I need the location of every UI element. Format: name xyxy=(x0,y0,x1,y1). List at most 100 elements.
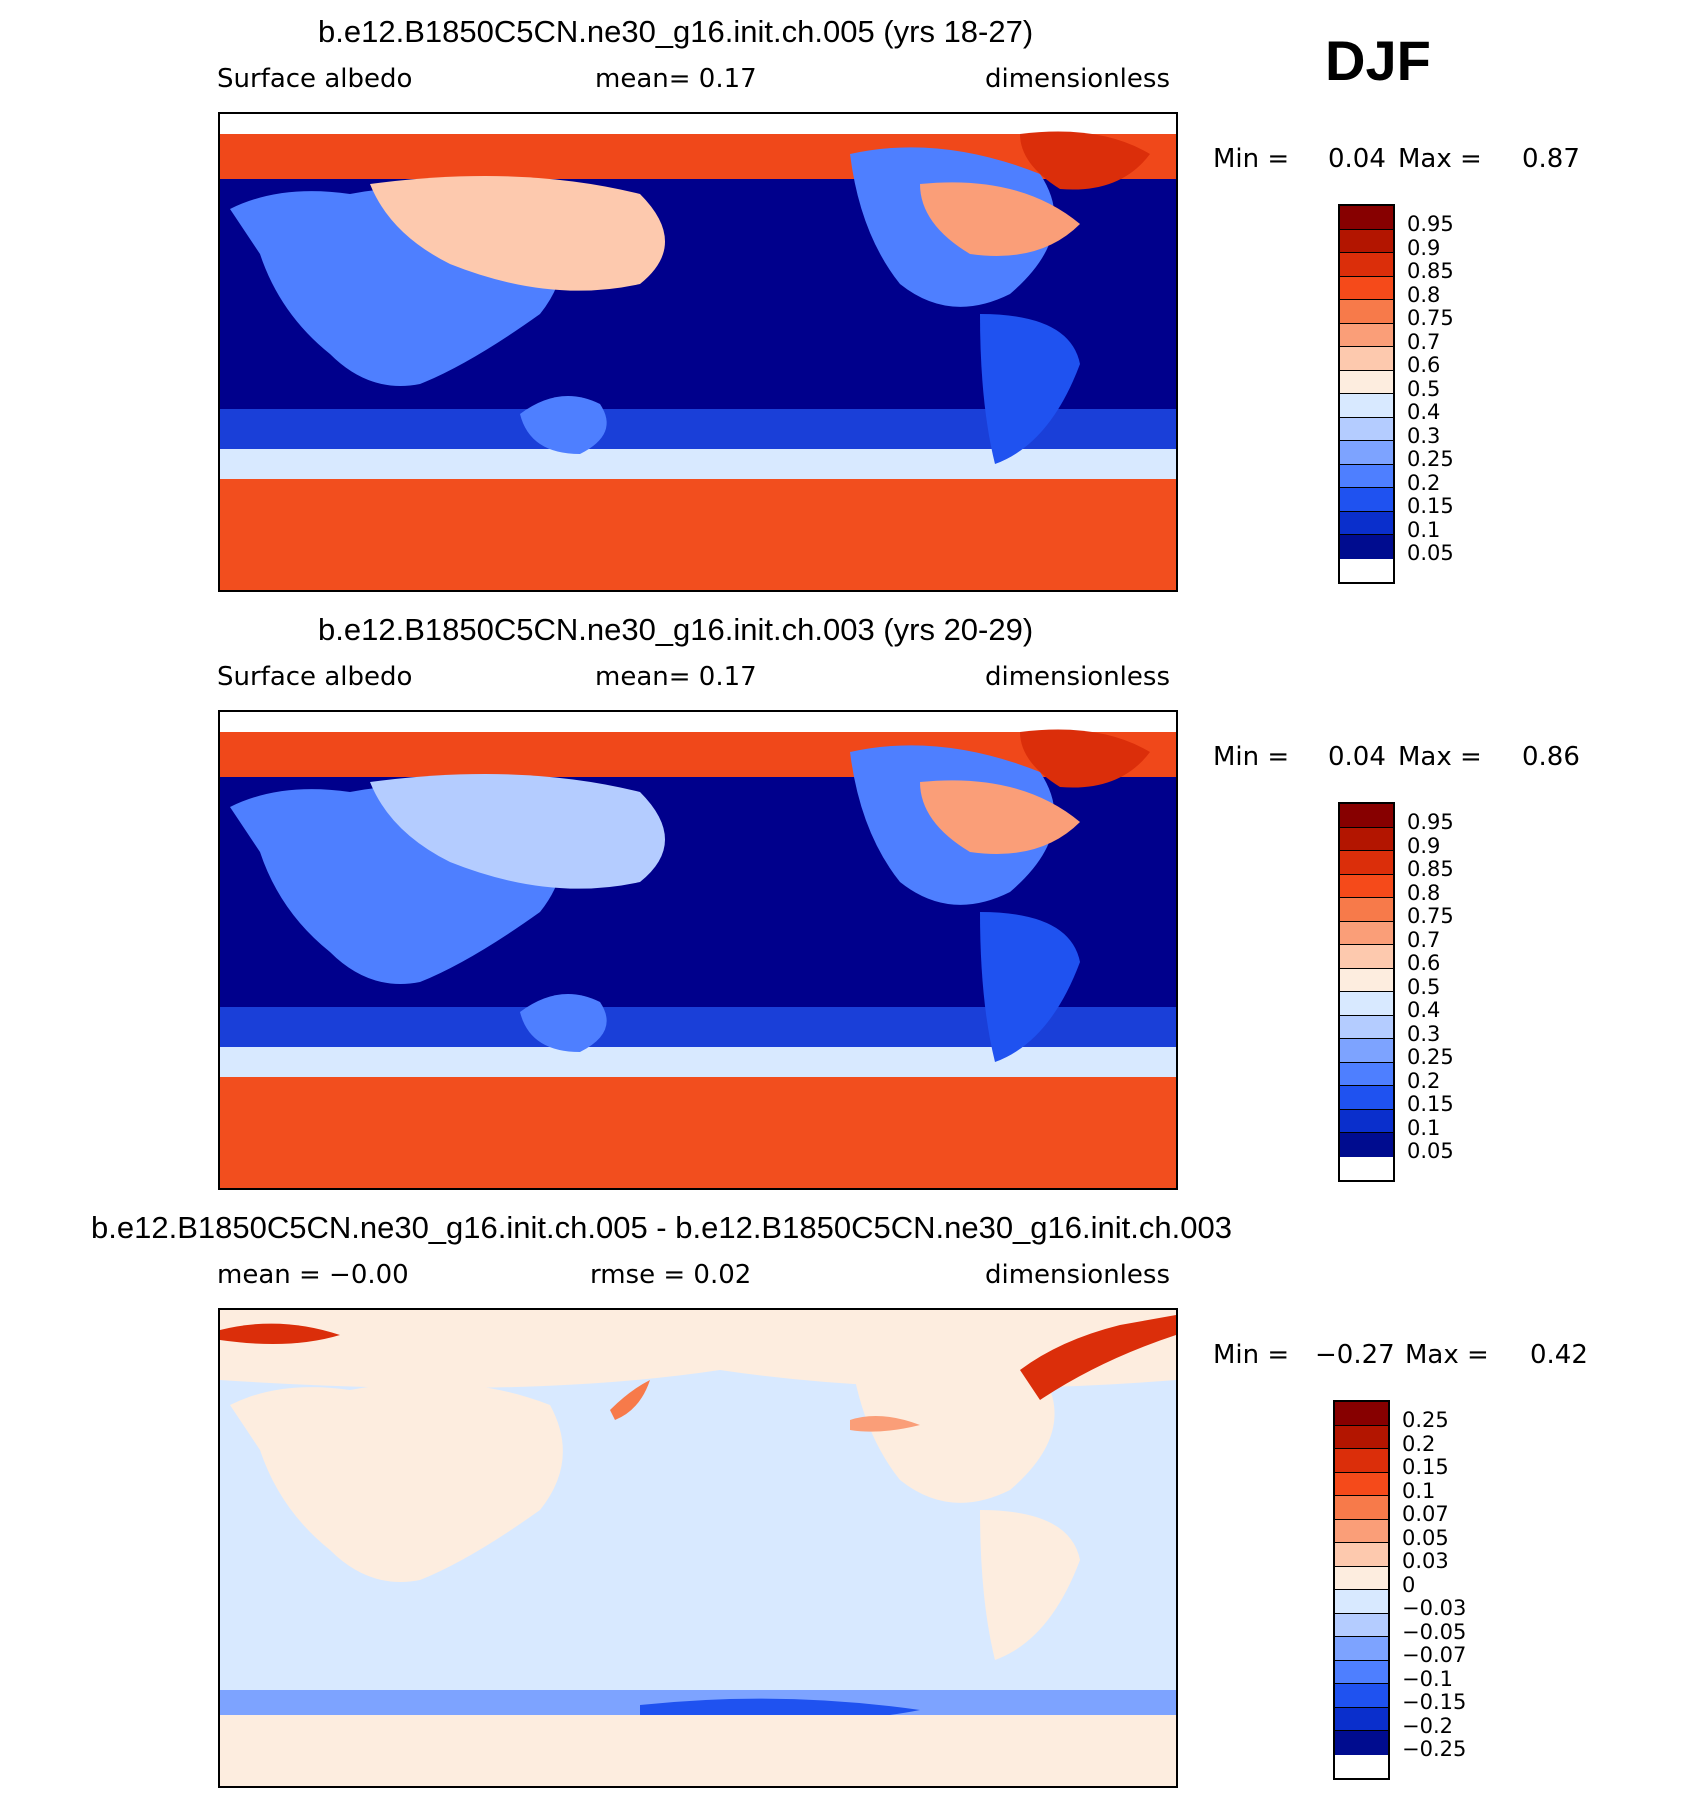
colorbar-tick-label: 0.05 xyxy=(1407,1139,1454,1163)
colorbar-tick-label: 0.4 xyxy=(1407,400,1441,424)
colorbar-tick-label: 0.7 xyxy=(1407,329,1441,354)
colorbar-tick-label: 0.75 xyxy=(1407,306,1454,330)
colorbar-segment xyxy=(1335,1425,1388,1449)
colorbar-tick-label: 0.8 xyxy=(1407,880,1441,905)
colorbar-segment xyxy=(1340,945,1393,969)
panel2-map-svg xyxy=(220,712,1176,1188)
colorbar-tick-label: 0.6 xyxy=(1407,353,1441,377)
colorbar-tick-label: 0.9 xyxy=(1407,833,1441,858)
colorbar-segment xyxy=(1340,851,1393,875)
panel2-units-label: dimensionless xyxy=(985,662,1170,692)
panel2-map xyxy=(218,710,1178,1190)
colorbar-tick-label: 0.05 xyxy=(1407,541,1454,565)
colorbar-segment xyxy=(1340,488,1393,512)
panel3-max-label: Max = xyxy=(1405,1340,1489,1370)
panel1-variable-label: Surface albedo xyxy=(217,64,413,94)
colorbar-tick-label: 0.85 xyxy=(1407,259,1454,283)
panel2-mean-label: mean= 0.17 xyxy=(595,662,757,692)
colorbar-segment xyxy=(1340,229,1393,253)
colorbar-tick-label: 0.7 xyxy=(1407,927,1441,952)
panel3-colorbar xyxy=(1333,1400,1390,1780)
panel1-max-value: 0.87 xyxy=(1522,144,1580,174)
panel2-max-value: 0.86 xyxy=(1522,742,1580,772)
colorbar-tick-label: 0 xyxy=(1402,1572,1416,1597)
colorbar-tick-label: −0.07 xyxy=(1402,1643,1467,1667)
colorbar-segment xyxy=(1340,441,1393,465)
colorbar-segment xyxy=(1335,1543,1388,1567)
colorbar-segment xyxy=(1340,874,1393,898)
colorbar-segment xyxy=(1335,1707,1388,1731)
colorbar-tick-label: 0.5 xyxy=(1407,974,1441,999)
colorbar-tick-label: 0.6 xyxy=(1407,951,1441,975)
colorbar-segment xyxy=(1335,1472,1388,1496)
panel3-min-value: −0.27 xyxy=(1315,1340,1395,1370)
colorbar-segment xyxy=(1340,804,1393,828)
colorbar-tick-label: 0.25 xyxy=(1407,1045,1454,1069)
colorbar-segment xyxy=(1335,1449,1388,1473)
panel3-rmse-label: rmse = 0.02 xyxy=(590,1260,752,1290)
colorbar-tick-label: −0.03 xyxy=(1402,1596,1467,1620)
panel1-map xyxy=(218,112,1178,592)
colorbar-segment xyxy=(1340,1015,1393,1039)
panel3-max-value: 0.42 xyxy=(1530,1340,1588,1370)
colorbar-segment xyxy=(1340,300,1393,324)
panel1-min-value: 0.04 xyxy=(1328,144,1386,174)
panel3-south-america-land xyxy=(980,1510,1080,1660)
colorbar-segment xyxy=(1340,323,1393,347)
colorbar-segment xyxy=(1340,394,1393,418)
colorbar-segment xyxy=(1340,417,1393,441)
colorbar-tick-label: 0.4 xyxy=(1407,998,1441,1022)
colorbar-segment xyxy=(1335,1402,1388,1426)
colorbar-tick-label: −0.25 xyxy=(1402,1737,1467,1761)
colorbar-segment xyxy=(1335,1660,1388,1684)
colorbar-segment xyxy=(1335,1731,1388,1755)
panel1-min-label: Min = xyxy=(1213,144,1290,174)
colorbar-segment xyxy=(1340,921,1393,945)
colorbar-segment xyxy=(1340,347,1393,371)
colorbar-segment xyxy=(1340,206,1393,230)
colorbar-tick-label: 0.15 xyxy=(1402,1455,1449,1479)
colorbar-tick-label: 0.2 xyxy=(1407,1068,1441,1093)
colorbar-tick-label: −0.15 xyxy=(1402,1690,1467,1714)
panel3-map xyxy=(218,1308,1178,1788)
panel1-title: b.e12.B1850C5CN.ne30_g16.init.ch.005 (yr… xyxy=(318,14,1034,49)
panel3-north-america-land xyxy=(850,1343,1055,1503)
colorbar-tick-label: −0.05 xyxy=(1402,1619,1467,1644)
colorbar-tick-label: 0.1 xyxy=(1407,1115,1441,1140)
colorbar-tick-label: 0.25 xyxy=(1407,447,1454,471)
panel1-map-svg xyxy=(220,114,1176,590)
colorbar-segment xyxy=(1340,1062,1393,1086)
colorbar-segment xyxy=(1340,968,1393,992)
colorbar-tick-label: 0.07 xyxy=(1402,1502,1449,1526)
colorbar-segment xyxy=(1335,1613,1388,1637)
colorbar-segment xyxy=(1335,1637,1388,1661)
colorbar-segment xyxy=(1340,1109,1393,1133)
colorbar-tick-label: 0.9 xyxy=(1407,235,1441,260)
colorbar-tick-label: 0.2 xyxy=(1407,470,1441,495)
colorbar-segment xyxy=(1340,1039,1393,1063)
colorbar-segment xyxy=(1335,1496,1388,1520)
panel2-south-america-land xyxy=(980,912,1080,1062)
colorbar-segment xyxy=(1340,898,1393,922)
season-label: DJF xyxy=(1325,29,1431,92)
panel1-colorbar xyxy=(1338,204,1395,584)
panel3-map-svg xyxy=(220,1310,1176,1786)
panel2-max-label: Max = xyxy=(1398,742,1482,772)
colorbar-tick-label: −0.2 xyxy=(1402,1713,1453,1738)
panel1-max-label: Max = xyxy=(1398,144,1482,174)
panel2-colorbar xyxy=(1338,802,1395,1182)
colorbar-tick-label: 0.2 xyxy=(1402,1431,1436,1456)
colorbar-tick-label: 0.15 xyxy=(1407,1092,1454,1116)
colorbar-segment xyxy=(1340,535,1393,559)
panel1-units-label: dimensionless xyxy=(985,64,1170,94)
colorbar-segment xyxy=(1340,253,1393,277)
colorbar-tick-label: −0.1 xyxy=(1402,1666,1453,1691)
colorbar-segment xyxy=(1340,464,1393,488)
colorbar-tick-label: 0.95 xyxy=(1407,810,1454,834)
colorbar-tick-label: 0.05 xyxy=(1402,1525,1449,1550)
colorbar-segment xyxy=(1340,1086,1393,1110)
panel2-title: b.e12.B1850C5CN.ne30_g16.init.ch.003 (yr… xyxy=(318,612,1034,647)
colorbar-tick-label: 0.5 xyxy=(1407,376,1441,401)
panel1-south-america-land xyxy=(980,314,1080,464)
colorbar-segment xyxy=(1340,827,1393,851)
